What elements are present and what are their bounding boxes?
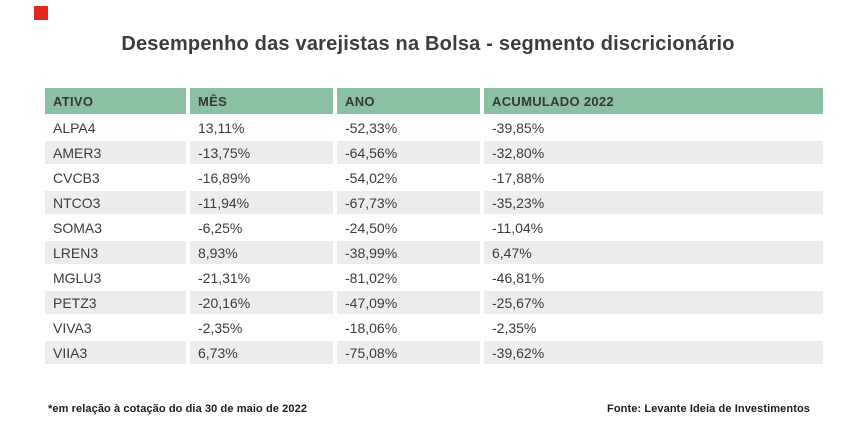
performance-table: ATIVO MÊS ANO ACUMULADO 2022 ALPA4 13,11% -52,… (45, 88, 823, 364)
table-cell-3: 6,47% (484, 241, 823, 264)
table-cell-3: -32,80% (484, 141, 823, 164)
table-cell-2: -64,56% (337, 141, 480, 164)
table-cell-0: MGLU3 (45, 266, 186, 289)
table-cell-0: CVCB3 (45, 166, 186, 189)
table-cell-0: ALPA4 (45, 116, 186, 139)
page-title: Desempenho das varejistas na Bolsa - seg… (121, 33, 735, 55)
table-cell-0: LREN3 (45, 241, 186, 264)
table-cell-1: -16,89% (190, 166, 333, 189)
table-row-viia3: VIIA3 6,73% -75,08% -39,62% (45, 341, 823, 364)
table-cell-0: PETZ3 (45, 291, 186, 314)
table-cell-0: VIVA3 (45, 316, 186, 339)
table-cell-3: -46,81% (484, 266, 823, 289)
table-cell-2: -47,09% (337, 291, 480, 314)
table-cell-2: -75,08% (337, 341, 480, 364)
table-cell-0: NTCO3 (45, 191, 186, 214)
table-row-ntco3: NTCO3 -11,94% -67,73% -35,23% (45, 191, 823, 214)
table-cell-2: -54,02% (337, 166, 480, 189)
column-header-1: MÊS (190, 88, 333, 114)
table-cell-3: -17,88% (484, 166, 823, 189)
table-cell-1: 8,93% (190, 241, 333, 264)
table-cell-1: -21,31% (190, 266, 333, 289)
table-cell-2: -18,06% (337, 316, 480, 339)
table-cell-2: -52,33% (337, 116, 480, 139)
table-row-mglu3: MGLU3 -21,31% -81,02% -46,81% (45, 266, 823, 289)
table-cell-0: AMER3 (45, 141, 186, 164)
table-cell-1: -2,35% (190, 316, 333, 339)
table-row-viva3: VIVA3 -2,35% -18,06% -2,35% (45, 316, 823, 339)
table-row-soma3: SOMA3 -6,25% -24,50% -11,04% (45, 216, 823, 239)
table-cell-0: SOMA3 (45, 216, 186, 239)
table-row-petz3: PETZ3 -20,16% -47,09% -25,67% (45, 291, 823, 314)
column-header-0: ATIVO (45, 88, 186, 114)
column-header-2: ANO (337, 88, 480, 114)
column-header-3: ACUMULADO 2022 (484, 88, 823, 114)
table-row-lren3: LREN3 8,93% -38,99% 6,47% (45, 241, 823, 264)
source-credit: Fonte: Levante Ideia de Investimentos (607, 403, 810, 415)
table-cell-2: -81,02% (337, 266, 480, 289)
table-cell-2: -24,50% (337, 216, 480, 239)
table-cell-1: 6,73% (190, 341, 333, 364)
table-cell-3: -39,62% (484, 341, 823, 364)
brand-logo-square (34, 6, 48, 20)
table-header-row: ATIVO MÊS ANO ACUMULADO 2022 (45, 88, 823, 114)
table-cell-2: -67,73% (337, 191, 480, 214)
table-cell-3: -39,85% (484, 116, 823, 139)
table-cell-3: -2,35% (484, 316, 823, 339)
table-cell-1: -20,16% (190, 291, 333, 314)
table-cell-1: 13,11% (190, 116, 333, 139)
table-row-cvcb3: CVCB3 -16,89% -54,02% -17,88% (45, 166, 823, 189)
table-cell-1: -6,25% (190, 216, 333, 239)
footnote: *em relação à cotação do dia 30 de maio … (48, 403, 308, 415)
table-cell-3: -11,04% (484, 216, 823, 239)
table-cell-0: VIIA3 (45, 341, 186, 364)
table-row-alpa4: ALPA4 13,11% -52,33% -39,85% (45, 116, 823, 139)
table-cell-3: -25,67% (484, 291, 823, 314)
table-cell-3: -35,23% (484, 191, 823, 214)
table-row-amer3: AMER3 -13,75% -64,56% -32,80% (45, 141, 823, 164)
table-cell-1: -11,94% (190, 191, 333, 214)
table-cell-2: -38,99% (337, 241, 480, 264)
table-cell-1: -13,75% (190, 141, 333, 164)
